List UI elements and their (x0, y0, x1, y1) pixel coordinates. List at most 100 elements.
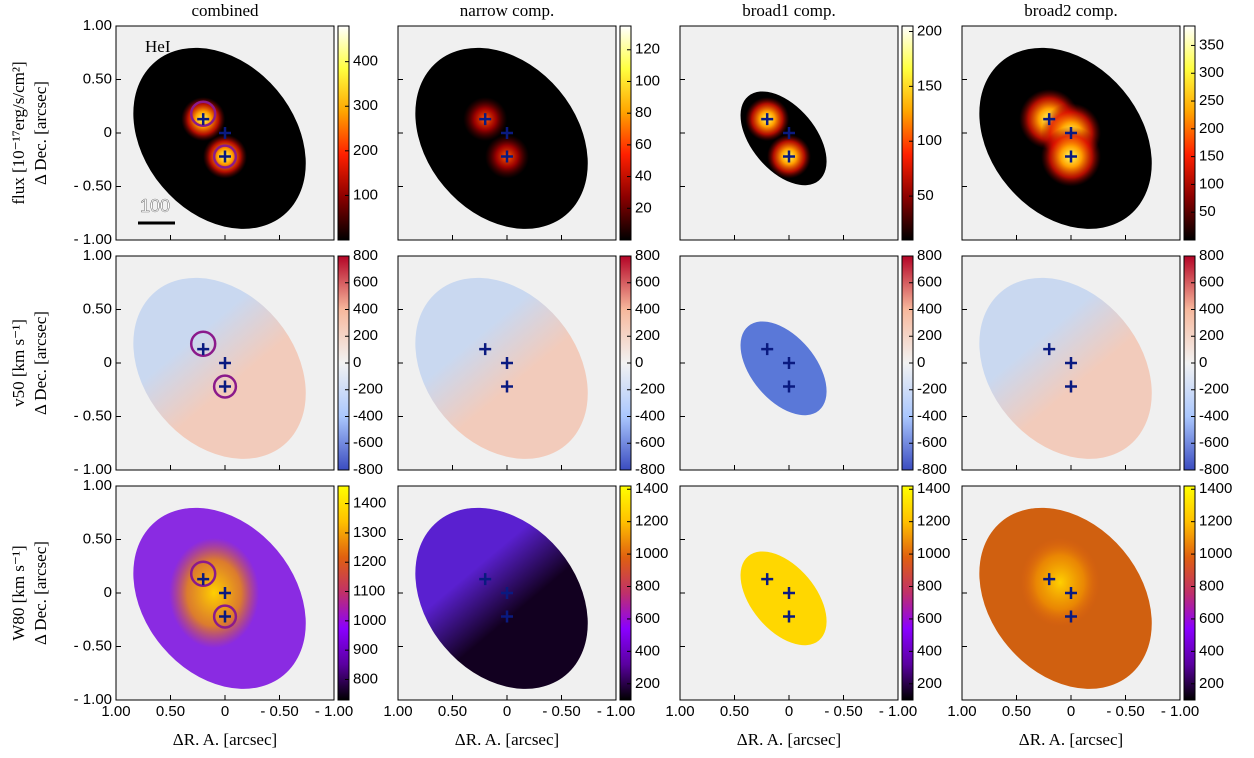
colorbar-tick-label: 600 (1199, 610, 1224, 627)
colorbar-tick-label: 150 (917, 77, 942, 94)
colorbar-tick-label: -200 (353, 381, 383, 398)
y-tick-label: 1.00 (83, 247, 112, 264)
x-tick-label: - 1.00 (315, 703, 353, 720)
colorbar-tick-label: -400 (353, 407, 383, 424)
x-tick-label: 0.50 (1002, 703, 1031, 720)
nucleus-cross (479, 573, 492, 586)
nucleus-cross (783, 610, 795, 623)
colorbar (337, 485, 350, 701)
nucleus-cross (479, 113, 492, 126)
colorbar-tick-label: 0 (353, 354, 361, 371)
colorbar-tick-label: 1000 (917, 545, 950, 562)
colorbar-tick-label: 300 (1199, 64, 1224, 81)
colorbar-tick-label: -200 (635, 381, 665, 398)
colorbar-tick-label: 80 (635, 104, 652, 121)
aperture-circle (212, 374, 238, 399)
nucleus-cross (479, 343, 492, 356)
nucleus-cross (501, 587, 513, 599)
colorbar-tick-label: 400 (917, 642, 942, 659)
x-tick-label: 0.50 (156, 703, 185, 720)
colorbar-tick-label: 60 (635, 136, 652, 153)
map-region (415, 277, 588, 459)
panel (398, 26, 616, 240)
colorbar-tick-label: 1400 (1199, 480, 1232, 497)
colorbar (1183, 25, 1196, 241)
nucleus-cross (783, 127, 795, 139)
colorbar-tick-label: -400 (635, 407, 665, 424)
x-tick-label: - 1.00 (1161, 703, 1199, 720)
x-tick-label: - 0.50 (542, 703, 580, 720)
colorbar-tick-label: 1300 (353, 524, 386, 541)
colorbar-tick-label: 1200 (917, 513, 950, 530)
x-tick-label: 1.00 (101, 703, 130, 720)
colorbar-tick-label: 0 (1199, 354, 1207, 371)
colorbar-tick-label: 400 (635, 642, 660, 659)
y-axis-label: Δ Dec. [arcsec] (31, 81, 50, 185)
nucleus-cross (783, 150, 795, 163)
colorbar-tick-label: 400 (635, 300, 660, 317)
colorbar-tick-label: -600 (1199, 434, 1229, 451)
colorbar-tick-label: -800 (917, 461, 947, 478)
colorbar-tick-label: 1200 (635, 513, 668, 530)
colorbar-tick-label: 200 (1199, 120, 1224, 137)
colorbar (619, 25, 632, 241)
colorbar (901, 25, 914, 241)
nucleus-cross (783, 587, 795, 599)
colorbar-tick-label: 800 (353, 247, 378, 264)
colorbar-tick-label: -600 (353, 434, 383, 451)
colorbar-tick-label: 600 (917, 610, 942, 627)
colorbar-tick-label: 800 (1199, 577, 1224, 594)
map-region (133, 277, 306, 459)
nucleus-cross (1065, 150, 1077, 163)
y-tick-label: 1.00 (83, 17, 112, 34)
nucleus-cross (1065, 610, 1077, 623)
nucleus-cross (219, 127, 231, 139)
colorbar-tick-label: 1200 (353, 553, 386, 570)
colorbar-tick-label: -800 (635, 461, 665, 478)
nucleus-cross (501, 357, 513, 369)
x-tick-label: 0.50 (720, 703, 749, 720)
nucleus-cross (1043, 113, 1056, 126)
colorbar-tick-label: 600 (353, 274, 378, 291)
colorbar-tick-label: 400 (1199, 642, 1224, 659)
y-tick-label: 1.00 (83, 477, 112, 494)
panel (962, 256, 1180, 470)
nucleus-cross (219, 610, 231, 623)
x-tick-label: 1.00 (383, 703, 412, 720)
colorbar-tick-label: -200 (1199, 381, 1229, 398)
nucleus-cross (197, 573, 210, 586)
colorbar-tick-label: 800 (917, 247, 942, 264)
colorbar-tick-label: 1400 (353, 495, 386, 512)
map-region (740, 551, 827, 646)
colorbar-tick-label: 1100 (353, 583, 385, 600)
x-tick-label: 0 (1067, 703, 1075, 720)
colorbar-tick-label: 200 (917, 327, 942, 344)
colorbar-tick-label: 200 (1199, 675, 1224, 692)
colorbar-tick-label: 100 (353, 186, 378, 203)
y-tick-label: - 1.00 (74, 231, 112, 248)
nucleus-cross (501, 150, 513, 163)
nucleus-cross (783, 380, 795, 393)
y-axis-label: Δ Dec. [arcsec] (31, 541, 50, 645)
map-region (415, 507, 588, 689)
aperture-circle (212, 144, 238, 169)
colorbar-tick-label: -600 (635, 434, 665, 451)
colorbar-tick-label: 300 (353, 97, 378, 114)
panel (116, 486, 334, 700)
nucleus-cross (501, 127, 513, 139)
nucleus-cross (761, 573, 774, 586)
colorbar-tick-label: 1400 (917, 480, 950, 497)
colorbar-tick-label: 200 (917, 22, 942, 39)
nucleus-cross (1065, 380, 1077, 393)
colorbar-tick-label: 400 (353, 53, 378, 70)
x-axis-label: ΔR. A. [arcsec] (1019, 730, 1123, 749)
column-title: combined (191, 1, 259, 20)
panel (398, 486, 616, 700)
colorbar-tick-label: 600 (1199, 274, 1224, 291)
colorbar-tick-label: 200 (635, 675, 660, 692)
colorbar-tick-label: 100 (917, 132, 942, 149)
colorbar-tick-label: 20 (635, 199, 652, 216)
colorbar-tick-label: 900 (353, 641, 378, 658)
panel (962, 26, 1180, 240)
colorbar-tick-label: 1200 (1199, 513, 1232, 530)
